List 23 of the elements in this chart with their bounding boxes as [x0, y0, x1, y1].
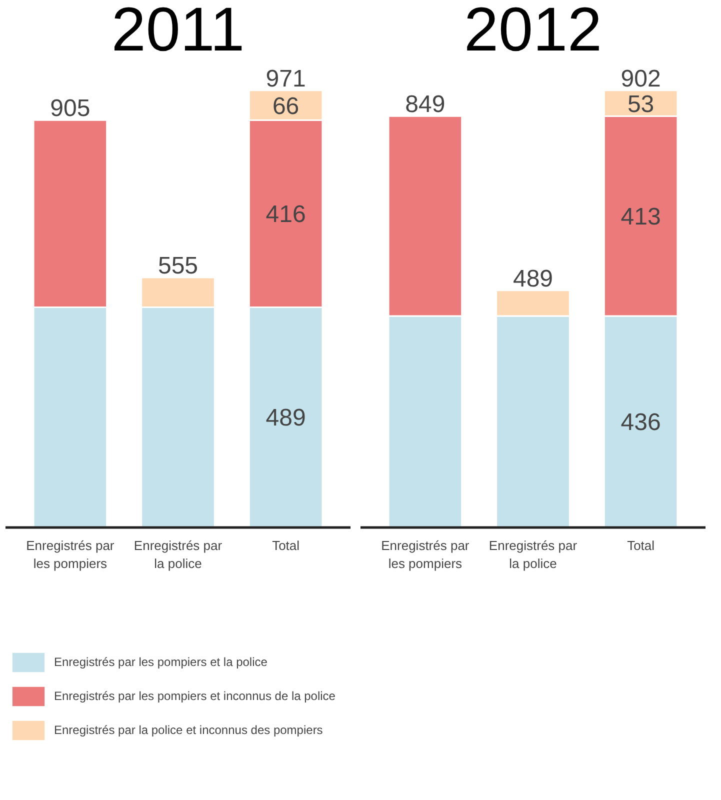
x-tick-label: Enregistrés par la police — [488, 538, 578, 572]
chart-title: 2011 — [111, 0, 245, 64]
data-label: 53 — [627, 90, 654, 118]
total-label: 902 — [620, 65, 661, 92]
data-label: 66 — [272, 92, 300, 120]
x-tick-label: Total — [627, 538, 655, 554]
legend-label: Enregistrés par les pompiers et la police — [54, 655, 268, 669]
legend-label: Enregistrés par la police et inconnus des pompiers — [54, 723, 323, 737]
x-tick-label: Enregistrés par la police — [134, 538, 223, 572]
total-label: 971 — [266, 65, 306, 92]
data-label: 413 — [620, 204, 661, 231]
x-tick-label: Enregistrés par les pompiers — [26, 538, 115, 572]
legend-label: Enregistrés par les pompiers et inconnus de la police — [54, 689, 336, 703]
x-tick-label: Enregistrés par les pompiers — [381, 538, 470, 572]
total-label: 489 — [512, 265, 554, 292]
total-label: 905 — [50, 95, 90, 122]
chart-title: 2012 — [464, 0, 602, 64]
x-tick-label: Total — [272, 538, 300, 554]
total-label: 849 — [405, 91, 446, 118]
data-label: 489 — [266, 404, 306, 432]
data-label: 436 — [620, 409, 661, 436]
total-label: 555 — [158, 252, 198, 280]
data-label: 416 — [266, 201, 306, 228]
